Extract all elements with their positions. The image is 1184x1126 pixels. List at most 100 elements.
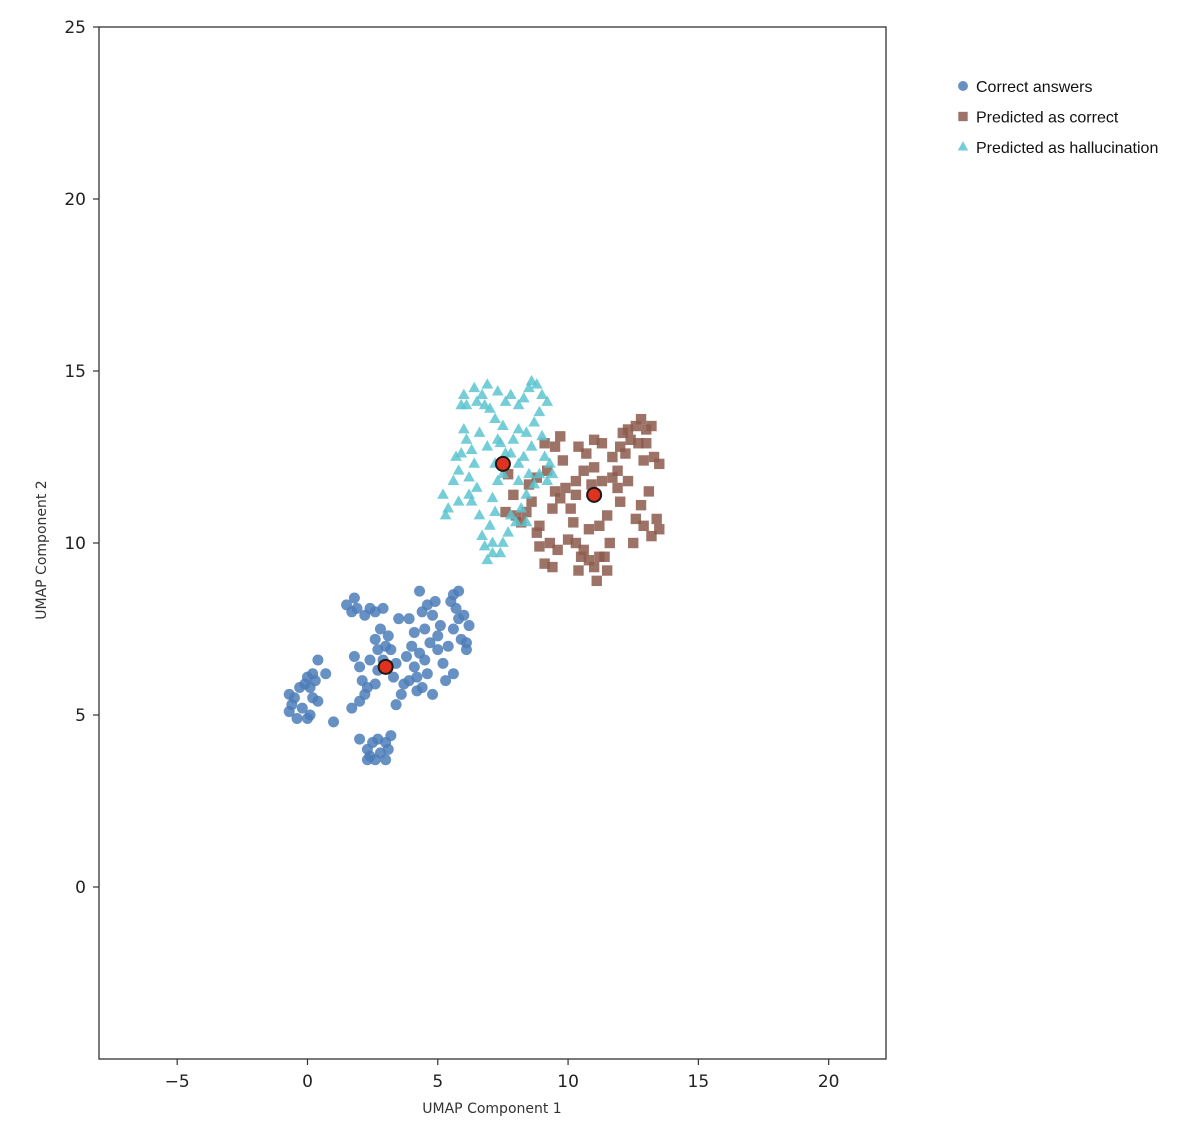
predicted-as-hallucination-point xyxy=(439,508,452,520)
predicted-as-correct-point xyxy=(591,575,602,587)
data-points xyxy=(283,374,665,766)
predicted-as-hallucination-legend-marker xyxy=(957,141,969,151)
correct-answers-point xyxy=(440,675,452,687)
legend-label-predicted-as-correct: Predicted as correct xyxy=(976,110,1119,127)
correct-answers-point xyxy=(432,630,444,642)
predicted-as-correct-point xyxy=(581,448,592,459)
predicted-as-correct-point xyxy=(643,486,655,497)
predicted-as-hallucination-point xyxy=(504,447,517,458)
predicted-as-correct-point xyxy=(599,551,610,562)
predicted-as-correct-point xyxy=(612,465,623,476)
predicted-as-hallucination-point xyxy=(460,433,473,444)
predicted-as-correct-point xyxy=(570,537,582,549)
predicted-as-hallucination-point xyxy=(512,422,525,434)
correct-answers-point xyxy=(296,702,308,714)
predicted-as-correct-point xyxy=(604,537,615,549)
predicted-as-correct-point xyxy=(573,441,584,452)
predicted-as-correct-point xyxy=(508,489,519,501)
correct-answers-point xyxy=(380,737,392,749)
predicted-as-correct-point xyxy=(588,462,600,473)
predicted-as-hallucination-point xyxy=(504,388,517,399)
predicted-as-correct-legend-marker xyxy=(958,111,968,122)
predicted-as-correct-point xyxy=(654,458,665,470)
correct-answers-point xyxy=(328,716,340,728)
predicted-as-hallucination-point xyxy=(515,502,528,513)
predicted-as-hallucination-point xyxy=(497,536,509,547)
predicted-as-hallucination-point xyxy=(457,388,470,399)
predicted-as-hallucination-point xyxy=(538,450,551,461)
x-axis: −5 0 5 10 15 20 xyxy=(165,1059,839,1092)
correct-answers-point xyxy=(437,657,449,669)
predicted-as-correct-point xyxy=(620,448,631,459)
predicted-as-correct-point xyxy=(531,527,543,538)
predicted-as-correct-point xyxy=(635,413,647,425)
x-tick-label: 15 xyxy=(688,1072,710,1092)
y-tick-label: 0 xyxy=(75,878,86,898)
predicted-as-correct-point xyxy=(502,469,514,480)
predicted-as-correct-point xyxy=(601,565,613,576)
legend-label-correct-answers: Correct answers xyxy=(976,79,1092,96)
correct-answers-point xyxy=(382,630,394,642)
correct-answers-point xyxy=(387,671,399,683)
y-tick-label: 25 xyxy=(64,18,86,38)
predicted-as-correct-point xyxy=(641,438,652,449)
predicted-as-hallucination-point xyxy=(478,398,491,410)
predicted-as-hallucination-point xyxy=(520,426,533,437)
predicted-as-hallucination-point xyxy=(447,474,460,485)
predicted-as-correct-point xyxy=(594,551,605,562)
predicted-as-correct-point xyxy=(568,517,579,528)
predicted-as-correct-point xyxy=(614,441,626,452)
x-axis-label: UMAP Component 1 xyxy=(422,1101,561,1117)
correct-answers-point xyxy=(369,678,381,690)
predicted-as-hallucination-point xyxy=(533,405,546,417)
predicted-as-hallucination-point xyxy=(481,553,494,565)
predicted-as-hallucination-point xyxy=(486,536,499,547)
correct-answers-point xyxy=(450,602,462,614)
correct-answers-point xyxy=(403,613,415,625)
predicted-as-hallucination-point xyxy=(473,508,486,520)
predicted-as-hallucination-point xyxy=(481,440,494,451)
correct-answers-point xyxy=(374,623,386,635)
predicted-as-hallucination-point xyxy=(455,447,468,458)
predicted-as-correct-point xyxy=(534,520,545,531)
predicted-as-correct-point xyxy=(575,551,587,562)
predicted-as-hallucination-point xyxy=(437,488,449,499)
correct-answers-point xyxy=(393,613,405,625)
predicted-as-correct-point xyxy=(612,482,623,494)
predicted-as-hallucination-point xyxy=(452,495,465,506)
correct-answers-point xyxy=(385,644,397,656)
y-tick-label: 10 xyxy=(64,534,86,554)
predicted-as-hallucination-point xyxy=(491,385,504,396)
predicted-as-hallucination-point xyxy=(528,478,541,489)
predicted-as-hallucination-point xyxy=(525,440,538,451)
predicted-as-hallucination-point xyxy=(533,467,546,479)
correct-answers-point xyxy=(416,681,428,693)
correct-answers-point xyxy=(288,692,300,704)
correct-answers-point xyxy=(427,688,439,700)
predicted-as-hallucination-point xyxy=(541,395,554,406)
centroid-marker xyxy=(494,455,511,472)
predicted-as-correct-point xyxy=(614,496,626,507)
predicted-as-hallucination-point xyxy=(442,502,455,513)
predicted-as-hallucination-point xyxy=(476,529,488,541)
correct-answers-point xyxy=(348,651,360,663)
predicted-as-correct-point xyxy=(562,534,574,545)
predicted-as-hallucination-point xyxy=(530,378,543,389)
x-tick-label: 10 xyxy=(557,1072,579,1092)
predicted-as-hallucination-point xyxy=(484,402,496,413)
correct-answers-point xyxy=(395,688,407,700)
predicted-as-hallucination-point xyxy=(517,392,530,403)
predicted-as-correct-point xyxy=(549,441,561,452)
predicted-as-correct-point xyxy=(555,431,566,442)
predicted-as-correct-point xyxy=(588,561,600,573)
predicted-as-correct-point xyxy=(630,420,642,432)
predicted-as-hallucination-point xyxy=(517,450,530,461)
correct-answers-legend-marker xyxy=(958,81,968,91)
correct-answers-point xyxy=(359,688,371,700)
predicted-as-correct-point xyxy=(570,475,582,487)
correct-answers-point xyxy=(309,675,321,687)
predicted-as-correct-point xyxy=(607,472,618,483)
centroid-marker xyxy=(377,658,394,675)
predicted-as-correct-point xyxy=(648,451,660,463)
predicted-as-correct-point xyxy=(638,455,649,466)
